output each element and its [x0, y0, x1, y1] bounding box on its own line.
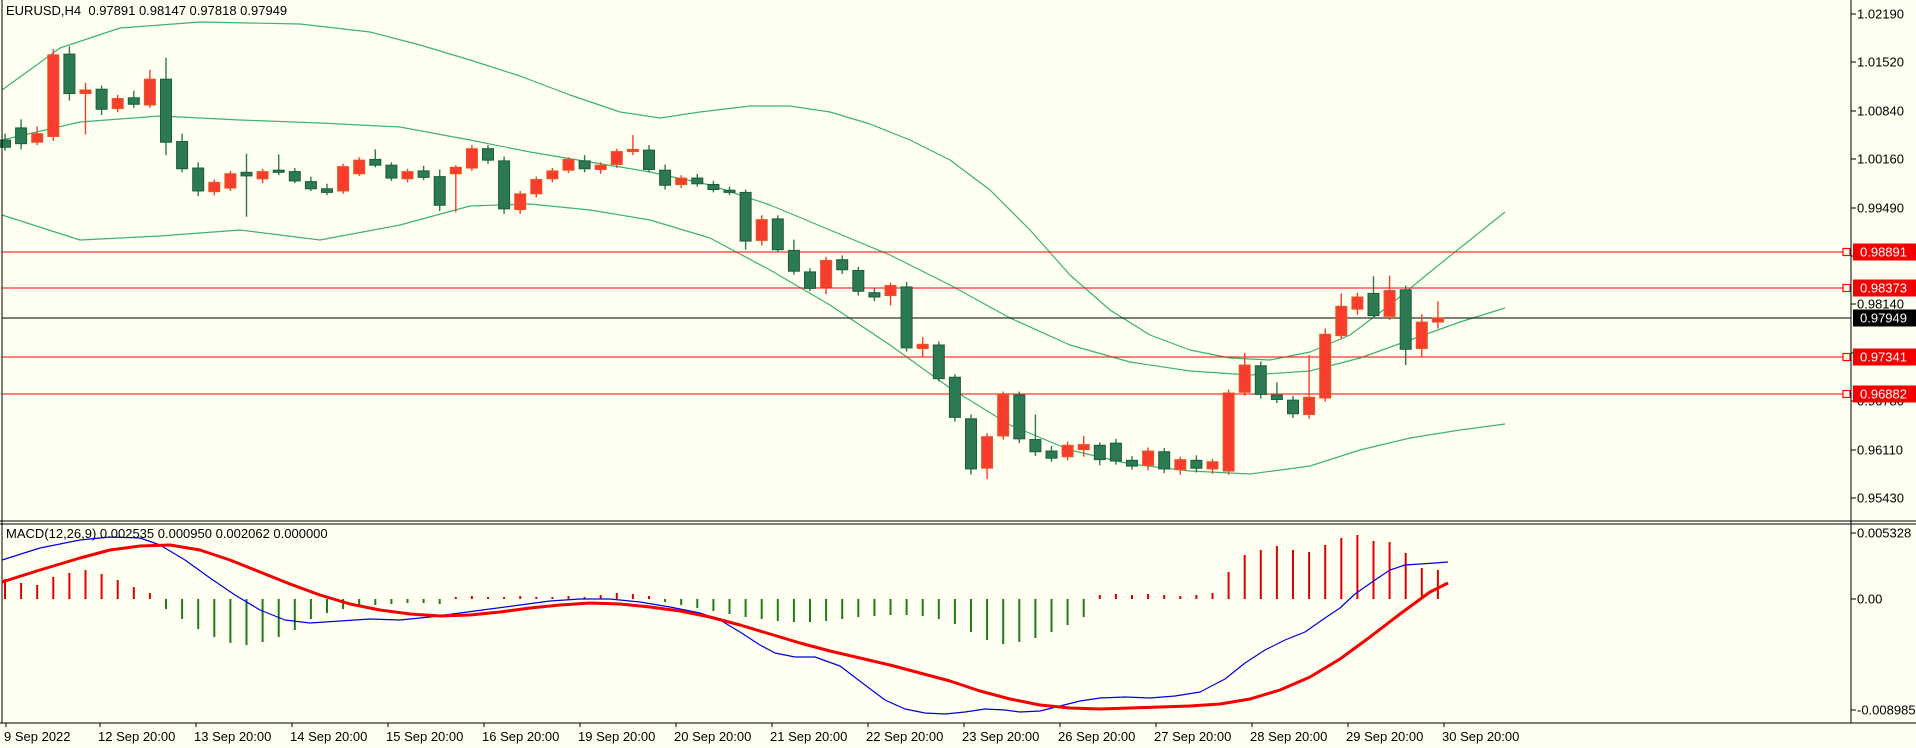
time-tick-label: 19 Sep 20:00: [578, 729, 655, 744]
level-price-badge: [1853, 385, 1916, 403]
svg-text:0.97341: 0.97341: [1860, 350, 1907, 365]
level-line-handle: [1842, 389, 1851, 399]
time-tick-label: 21 Sep 20:00: [770, 729, 847, 744]
horizontal-level-lines[interactable]: [2, 247, 1851, 399]
current-price-badge: [1853, 309, 1916, 327]
price-tick-label: 1.00840: [1857, 104, 1904, 119]
price-tick-label: 1.01520: [1857, 55, 1904, 70]
chart-title-ohlc: EURUSD,H4 0.97891 0.98147 0.97818 0.9794…: [6, 3, 288, 18]
svg-text:0.97949: 0.97949: [1860, 311, 1907, 326]
price-tick-label: 0.96110: [1857, 443, 1903, 458]
time-tick-label: 29 Sep 20:00: [1346, 729, 1423, 744]
time-tick-label: 23 Sep 20:00: [962, 729, 1039, 744]
time-tick-label: 13 Sep 20:00: [194, 729, 271, 744]
price-tick-label: 0.98140: [1857, 297, 1904, 312]
time-tick-label: 26 Sep 20:00: [1058, 729, 1135, 744]
macd-indicator-label: MACD(12,26,9) 0.002535 0.000950 0.002062…: [6, 526, 328, 541]
macd-tick-label: 0.00: [1857, 592, 1882, 607]
price-tick-label: 1.00160: [1857, 152, 1904, 167]
time-tick-label: 30 Sep 20:00: [1442, 729, 1519, 744]
level-line-handle: [1842, 352, 1851, 362]
price-axis[interactable]: 1.02190 1.01520 1.00840 1.00160 0.99490 0.988…: [1851, 7, 1916, 506]
macd-axis: 0.005328 0.00 -0.008985: [1851, 526, 1916, 718]
time-tick-label: 22 Sep 20:00: [866, 729, 943, 744]
time-tick-label: 14 Sep 20:00: [290, 729, 367, 744]
level-price-badge: [1853, 279, 1916, 297]
time-axis[interactable]: 9 Sep 2022 12 Sep 20:00 13 Sep 20:00 14 Sep…: [4, 723, 1519, 744]
time-tick-label: 12 Sep 20:00: [98, 729, 175, 744]
level-line-handle: [1842, 247, 1851, 257]
macd-histogram: [4, 535, 1439, 645]
candlestick-series: [0, 46, 1444, 479]
macd-tick-label: -0.008985: [1857, 703, 1916, 718]
level-price-badge: [1853, 243, 1916, 261]
level-price-badge: [1853, 348, 1916, 366]
time-tick-label: 16 Sep 20:00: [482, 729, 559, 744]
time-tick-label: 28 Sep 20:00: [1250, 729, 1327, 744]
price-tick-label: 1.02190: [1857, 7, 1904, 22]
level-line-handle: [1842, 283, 1851, 293]
svg-text:0.96882: 0.96882: [1860, 387, 1907, 402]
panel-frame: [0, 0, 1916, 724]
svg-text:0.98891: 0.98891: [1860, 245, 1907, 260]
macd-lines: [1, 536, 1449, 715]
time-tick-label: 27 Sep 20:00: [1154, 729, 1231, 744]
bollinger-bands: [1, 21, 1506, 475]
price-tick-label: 0.99490: [1857, 201, 1904, 216]
time-tick-label: 20 Sep 20:00: [674, 729, 751, 744]
time-tick-label: 15 Sep 20:00: [386, 729, 463, 744]
time-tick-label: 9 Sep 2022: [4, 729, 71, 744]
macd-tick-label: 0.005328: [1857, 526, 1911, 541]
price-tick-label: 0.95430: [1857, 491, 1904, 506]
svg-text:0.98373: 0.98373: [1860, 281, 1907, 296]
